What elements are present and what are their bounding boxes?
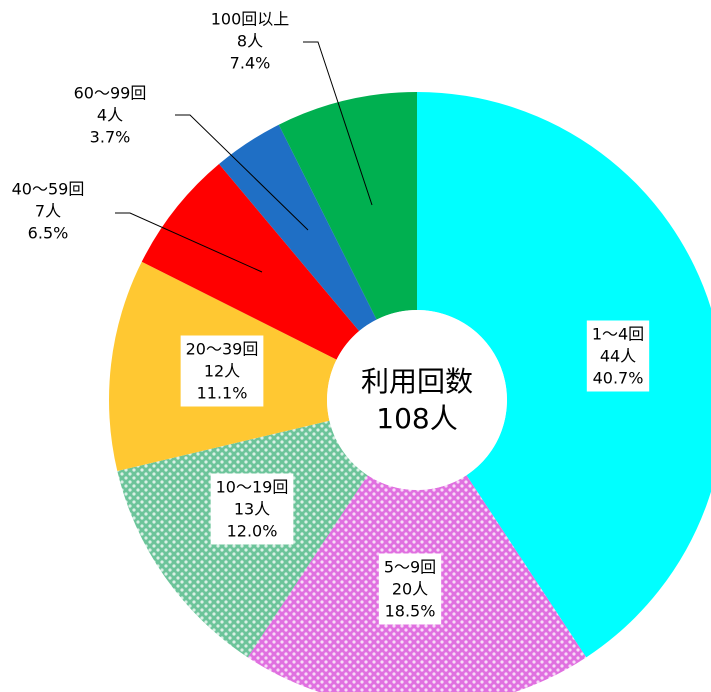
value-label: 13人 [234, 500, 270, 519]
label-box [210, 473, 294, 545]
label-box [586, 320, 650, 392]
category-label: 5〜9回 [384, 558, 436, 577]
category-label: 100回以上 [211, 10, 290, 29]
leader-line [115, 212, 263, 273]
category-label: 20〜39回 [186, 340, 259, 359]
percent-label: 7.4% [230, 54, 271, 73]
value-label: 20人 [392, 580, 428, 599]
value-label: 44人 [600, 347, 636, 366]
value-label: 12人 [204, 362, 240, 381]
slice-label: 5〜9回 20人 18.5% [378, 553, 442, 625]
slice [141, 164, 360, 360]
value-label: 8人 [237, 32, 263, 51]
slice-label: 1〜4回 44人 40.7% [586, 320, 650, 392]
slice-label: 10〜19回 13人 12.0% [210, 473, 294, 545]
percent-label: 11.1% [197, 384, 248, 403]
center-total: 108人 [376, 402, 457, 435]
percent-label: 3.7% [90, 128, 131, 147]
category-label: 1〜4回 [592, 325, 644, 344]
center-label: 利用回数 [361, 365, 473, 398]
slice [219, 124, 377, 332]
donut-hole [327, 310, 507, 490]
category-label: 60〜99回 [74, 84, 147, 103]
category-label: 40〜59回 [12, 180, 85, 199]
label-box [378, 553, 442, 625]
percent-label: 12.0% [227, 522, 278, 541]
slice-label: 60〜99回 4人 3.7% [74, 84, 147, 147]
leader-line [175, 114, 309, 231]
percent-label: 40.7% [593, 369, 644, 388]
leader-lines [115, 41, 373, 273]
slice-label: 20〜39回 12人 11.1% [180, 335, 264, 407]
leader-line [303, 41, 373, 206]
percent-label: 18.5% [385, 602, 436, 621]
percent-label: 6.5% [28, 224, 69, 243]
slice [417, 92, 711, 658]
value-label: 7人 [35, 202, 61, 221]
slice-label: 100回以上 8人 7.4% [211, 10, 290, 73]
label-box [180, 335, 264, 407]
slice [278, 92, 417, 320]
category-label: 10〜19回 [216, 478, 289, 497]
value-label: 4人 [97, 106, 123, 125]
slice-label: 40〜59回 7人 6.5% [12, 180, 85, 243]
